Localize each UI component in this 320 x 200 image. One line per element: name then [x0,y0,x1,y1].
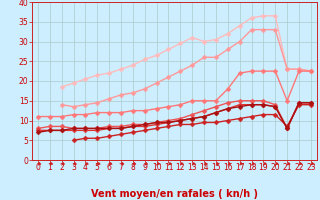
X-axis label: Vent moyen/en rafales ( kn/h ): Vent moyen/en rafales ( kn/h ) [91,189,258,199]
